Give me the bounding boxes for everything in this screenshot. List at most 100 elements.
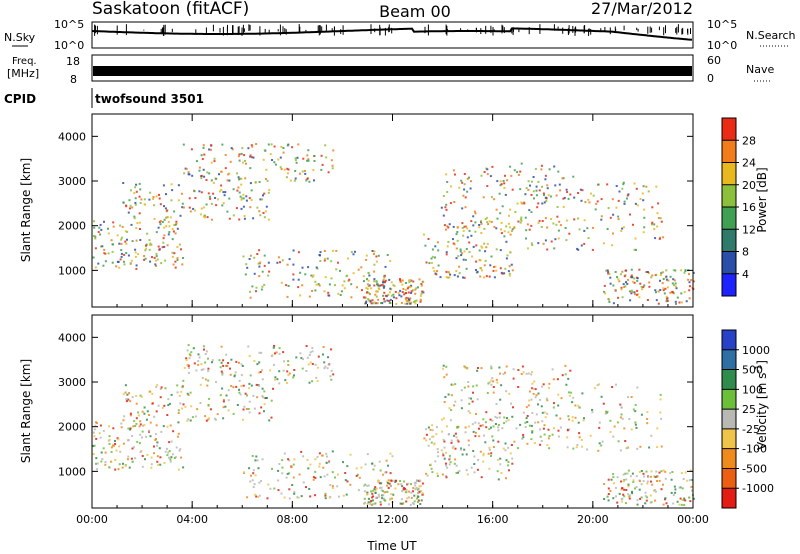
- echo-cell: [580, 199, 583, 202]
- echo-cell: [455, 464, 458, 467]
- echo-cell: [159, 456, 162, 459]
- echo-cell: [108, 466, 111, 469]
- echo-cell: [476, 369, 479, 372]
- echo-cell: [623, 479, 626, 481]
- echo-cell: [259, 261, 262, 264]
- echo-cell: [640, 285, 643, 288]
- echo-cell: [502, 179, 505, 182]
- echo-cell: [258, 371, 261, 374]
- echo-cell: [172, 263, 175, 266]
- echo-cell: [164, 387, 167, 390]
- echo-cell: [339, 269, 341, 272]
- echo-cell: [648, 285, 651, 288]
- echo-cell: [186, 419, 189, 422]
- echo-cell: [133, 215, 136, 218]
- echo-cell: [484, 250, 487, 253]
- echo-cell: [350, 296, 353, 299]
- echo-cell: [642, 472, 645, 475]
- echo-cell: [357, 268, 360, 271]
- echo-cell: [171, 251, 174, 254]
- echo-cell: [606, 269, 609, 272]
- echo-cell: [552, 378, 555, 381]
- echo-cell: [532, 190, 535, 193]
- echo-cell: [530, 242, 533, 245]
- echo-cell: [315, 266, 318, 269]
- echo-cell: [452, 384, 454, 386]
- echo-cell: [483, 434, 485, 437]
- echo-cell: [170, 440, 173, 443]
- echo-cell: [247, 147, 250, 150]
- echo-cell: [500, 183, 503, 186]
- echo-cell: [686, 479, 689, 482]
- echo-cell: [301, 266, 304, 269]
- echo-cell: [326, 455, 328, 458]
- echo-cell: [535, 413, 538, 416]
- echo-cell: [442, 367, 444, 370]
- echo-cell: [306, 458, 309, 461]
- echo-cell: [145, 418, 148, 421]
- echo-cell: [582, 419, 585, 422]
- echo-cell: [490, 452, 493, 455]
- echo-cell: [344, 479, 347, 482]
- echo-cell: [148, 243, 151, 246]
- echo-cell: [171, 189, 174, 192]
- echo-cell: [114, 468, 117, 471]
- echo-cell: [120, 238, 123, 241]
- echo-cell: [572, 396, 575, 399]
- y-tick-label: 1000: [58, 264, 86, 277]
- echo-cell: [490, 365, 493, 368]
- echo-cell: [140, 395, 143, 398]
- echo-cell: [671, 282, 674, 285]
- echo-cell: [530, 424, 533, 427]
- echo-cell: [630, 268, 633, 271]
- echo-cell: [134, 255, 137, 258]
- echo-cell: [156, 444, 159, 447]
- echo-cell: [240, 198, 243, 201]
- echo-cell: [125, 400, 128, 403]
- colorbar-tick-label: -1000: [742, 482, 774, 495]
- echo-cell: [436, 472, 439, 475]
- echo-cell: [627, 493, 629, 496]
- echo-cell: [389, 472, 392, 475]
- echo-cell: [309, 351, 312, 354]
- colorbar-segment: [722, 229, 736, 252]
- echo-cell: [505, 225, 508, 228]
- echo-cell: [207, 357, 209, 360]
- echo-cell: [238, 159, 241, 162]
- echo-cell: [103, 252, 106, 254]
- echo-cell: [603, 498, 606, 500]
- echo-cell: [365, 254, 368, 257]
- echo-cell: [158, 221, 161, 224]
- echo-cell: [620, 498, 623, 501]
- echo-cell: [225, 353, 228, 356]
- echo-cell: [517, 369, 520, 371]
- echo-cell: [311, 290, 314, 292]
- echo-cell: [490, 383, 493, 386]
- echo-cell: [537, 202, 540, 205]
- echo-cell: [208, 172, 211, 175]
- echo-cell: [477, 459, 480, 461]
- echo-cell: [661, 271, 664, 274]
- echo-cell: [259, 371, 262, 373]
- echo-cell: [504, 174, 506, 177]
- echo-cell: [283, 168, 286, 171]
- echo-cell: [544, 174, 547, 177]
- echo-cell: [186, 349, 189, 352]
- echo-cell: [148, 414, 151, 416]
- echo-cell: [257, 496, 260, 498]
- echo-cell: [635, 475, 638, 478]
- echo-cell: [331, 164, 334, 167]
- colorbar-tick-label: 12: [742, 223, 756, 236]
- echo-cell: [499, 463, 502, 466]
- echo-cell: [580, 244, 583, 247]
- echo-cell: [450, 409, 453, 411]
- echo-cell: [422, 233, 425, 236]
- echo-cell: [462, 234, 465, 237]
- echo-cell: [445, 373, 448, 376]
- echo-cell: [544, 416, 547, 419]
- echo-cell: [464, 426, 467, 429]
- echo-cell: [399, 289, 402, 292]
- echo-cell: [380, 284, 383, 287]
- echo-cell: [136, 440, 139, 443]
- echo-cell: [475, 260, 478, 263]
